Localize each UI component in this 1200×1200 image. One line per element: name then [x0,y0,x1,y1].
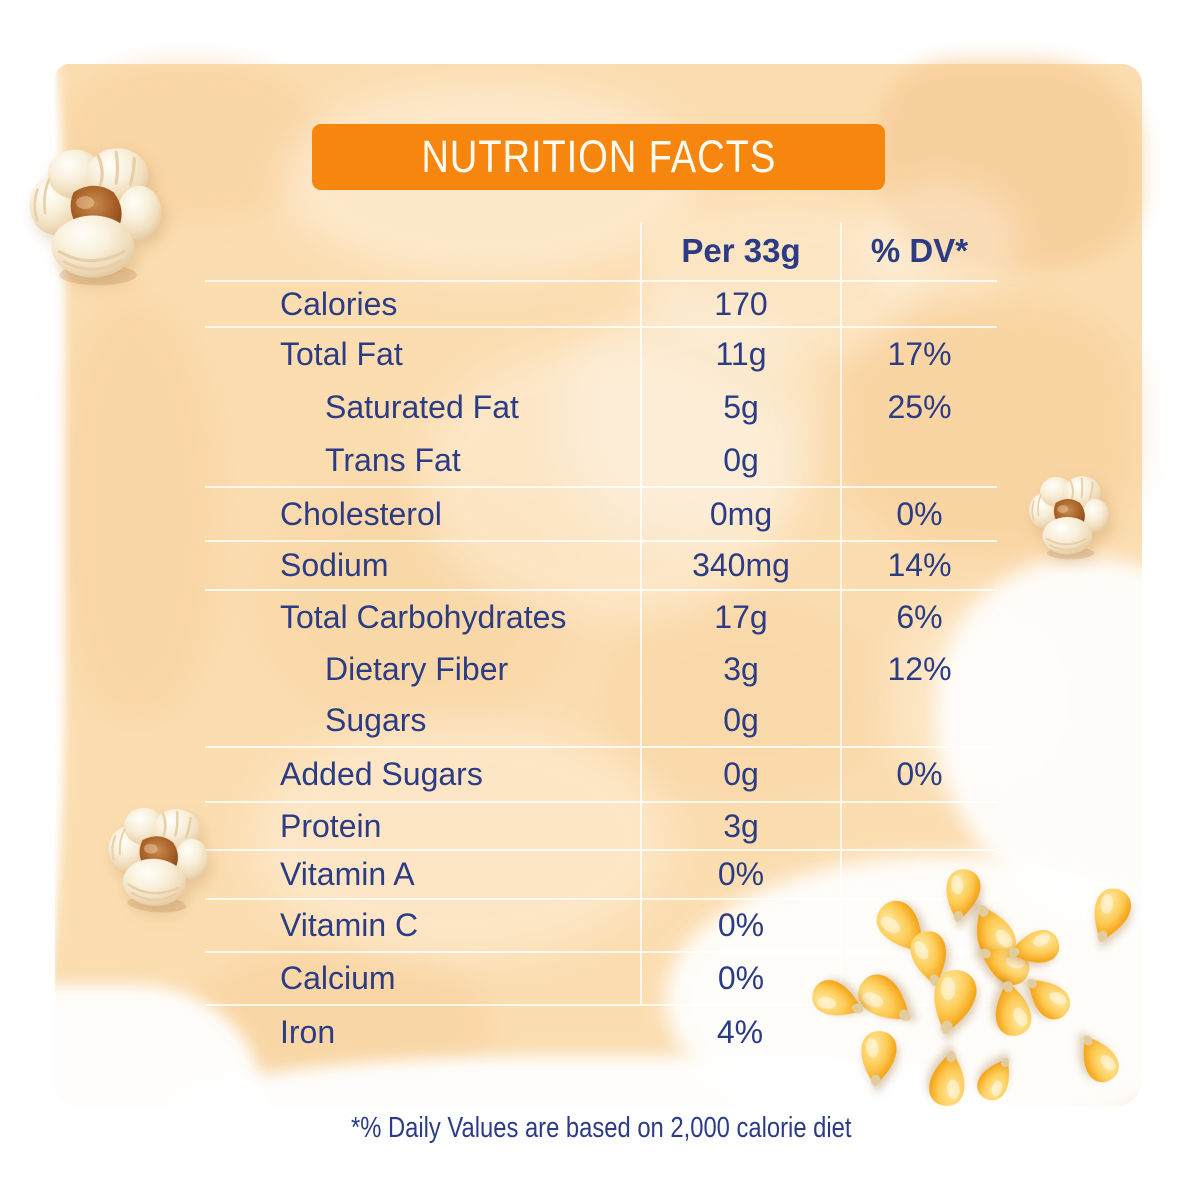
row-dv [840,282,997,326]
page-title: NUTRITION FACTS [421,131,776,182]
row-amount: 0g [640,434,840,486]
col-header-amount: Per 33g [640,222,840,280]
table-header-row: Per 33g % DV* [205,222,997,282]
row-dv: 17% [840,328,997,381]
table-row-dietary-fiber: Dietary Fiber 3g 12% [205,643,997,695]
row-dv: 12% [840,643,997,695]
row-amount: 3g [640,643,840,695]
row-amount: 0% [640,900,840,951]
row-label: Cholesterol [280,495,442,532]
row-label: Vitamin C [280,907,419,943]
footnote-text: *% Daily Values are based on 2,000 calor… [350,1112,852,1144]
title-banner: NUTRITION FACTS [312,124,885,190]
table-row-sugars: Sugars 0g [205,695,997,748]
row-label: Vitamin A [280,856,415,892]
row-amount: 4% [716,1014,764,1050]
row-label: Added Sugars [280,756,483,792]
table-row-saturated-fat: Saturated Fat 5g 25% [205,381,997,434]
row-label: Sugars [325,702,427,738]
table-row-added-sugars: Added Sugars 0g 0% [205,748,997,803]
row-dv: 25% [840,381,997,434]
row-label: Calories [280,285,398,322]
row-label: Iron [280,1014,336,1050]
table-row-calories: Calories 170 [205,282,997,328]
watercolor-patch [58,300,223,720]
row-amount: 0mg [640,488,840,540]
row-label: Total Fat [280,336,403,372]
footnote: *% Daily Values are based on 2,000 calor… [205,1112,997,1145]
row-label: Protein [280,807,382,844]
table-row-total-fat: Total Fat 11g 17% [205,328,997,381]
corn-kernel [1066,1023,1130,1092]
row-amount: 0g [640,695,840,746]
header-spacer [205,222,640,280]
row-amount: 11g [640,328,840,381]
table-row-total-carbohydrates: Total Carbohydrates 17g 6% [205,591,997,643]
table-row-cholesterol: Cholesterol 0mg 0% [205,488,997,542]
row-dv: 6% [840,591,997,643]
table-row-protein: Protein 3g [205,803,997,851]
row-dv [840,803,997,849]
row-dv [840,434,997,486]
popcorn-illustration-left [95,796,221,922]
row-amount: 3g [640,803,840,849]
row-dv [840,695,997,746]
row-dv: 0% [840,488,997,540]
corn-kernel [921,1045,975,1112]
row-dv: 0% [840,748,997,801]
row-dv: 14% [840,542,997,589]
row-label: Trans Fat [325,441,461,478]
corn-kernel [1078,879,1142,952]
popcorn-illustration-top-left [18,138,173,293]
row-amount: 17g [640,591,840,643]
table-row-vitamin-a: Vitamin A 0% [205,851,997,900]
table-row-trans-fat: Trans Fat 0g [205,434,997,488]
table-row-sodium: Sodium 340mg 14% [205,542,997,591]
row-label: Calcium [280,960,396,996]
row-label: Total Carbohydrates [280,598,567,635]
row-amount: 5g [640,381,840,434]
popcorn-illustration-right [1022,470,1116,564]
row-label: Saturated Fat [325,389,519,425]
row-label: Sodium [280,547,389,583]
row-amount: 340mg [640,542,840,589]
row-label: Dietary Fiber [325,650,509,687]
row-amount: 0g [640,748,840,801]
col-header-dv: % DV* [840,222,997,280]
row-amount: 170 [640,282,840,326]
corn-kernel [852,1026,904,1091]
row-amount: 0% [640,851,840,898]
